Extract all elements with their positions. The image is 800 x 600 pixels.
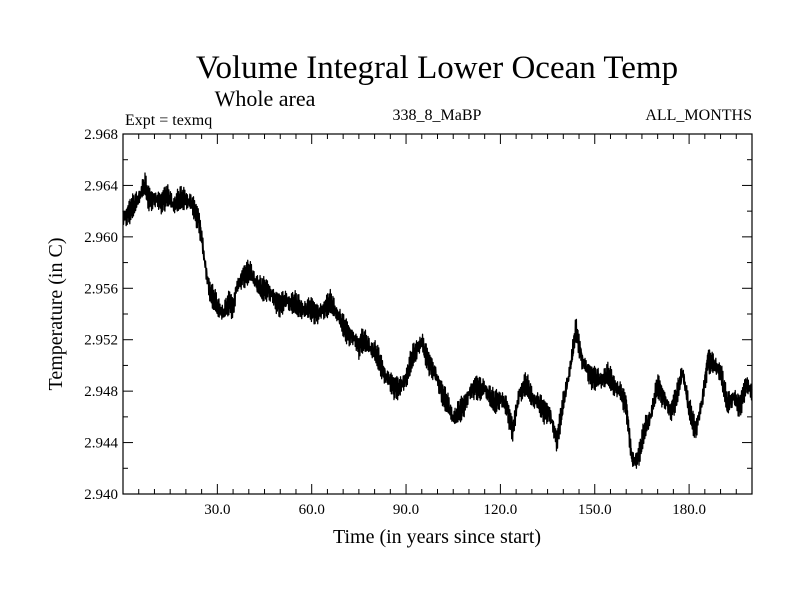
x-tick-label: 30.0	[204, 502, 230, 518]
plot-marks: 2.940 2.944 2.948 2.952 2.956 2.960 2.964 2.968…	[84, 127, 753, 518]
y-tick-label: 2.964	[84, 178, 118, 194]
y-tick-label: 2.956	[84, 281, 118, 297]
x-tick-label: 60.0	[299, 502, 325, 518]
y-tick-label: 2.952	[84, 333, 118, 349]
series-line-temperature	[122, 172, 753, 469]
experiment-label: Expt = texmq	[125, 112, 212, 129]
x-tick-label: 150.0	[578, 502, 612, 518]
x-axis-label: Time (in years since start)	[333, 526, 541, 548]
chart-title: Volume Integral Lower Ocean Temp	[196, 50, 678, 86]
y-tick-label: 2.968	[84, 127, 118, 143]
x-tick-label: 90.0	[393, 502, 419, 518]
x-tick-label: 180.0	[672, 502, 706, 518]
y-axis-label: Temperature (in C)	[45, 238, 67, 391]
run-label: 338_8_MaBP	[393, 107, 482, 124]
months-label: ALL_MONTHS	[645, 107, 752, 124]
y-tick-label: 2.944	[84, 436, 118, 452]
y-tick-label: 2.948	[84, 384, 118, 400]
y-tick-label: 2.940	[84, 487, 118, 503]
y-tick-label: 2.960	[84, 230, 118, 246]
plot-frame	[122, 133, 753, 495]
chart-subtitle: Whole area	[215, 86, 316, 111]
x-tick-label: 120.0	[484, 502, 518, 518]
